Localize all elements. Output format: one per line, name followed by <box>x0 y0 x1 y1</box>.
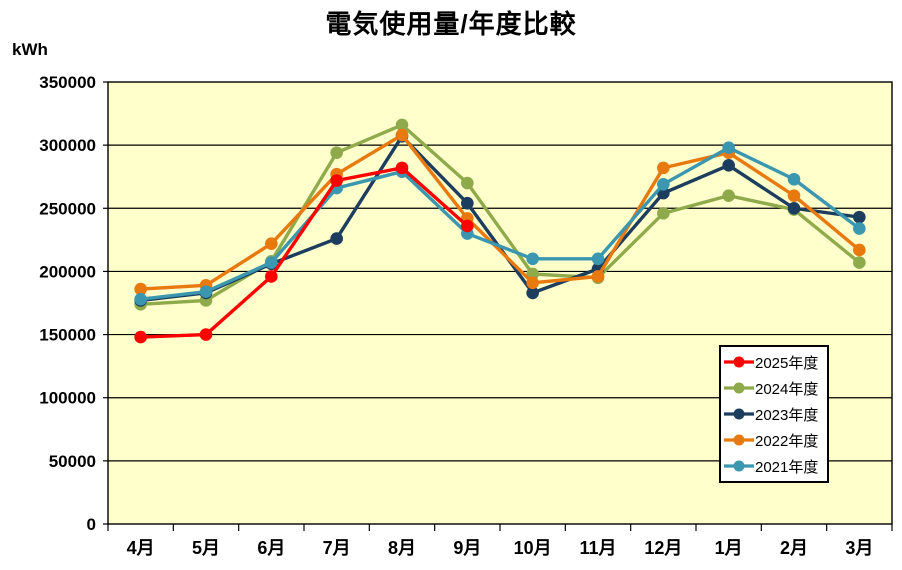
data-point <box>722 189 735 202</box>
data-point <box>265 256 278 269</box>
data-point <box>526 267 539 281</box>
data-point <box>134 292 147 306</box>
legend-item-2025年度: 2025年度 <box>724 352 824 373</box>
x-tick-label: 4月 <box>127 538 155 558</box>
data-point <box>134 282 147 296</box>
x-tick-label: 7月 <box>323 538 351 558</box>
data-point <box>657 161 670 175</box>
data-point <box>395 118 409 132</box>
legend-marker <box>724 356 754 368</box>
series-line-2025年度 <box>140 166 469 339</box>
legend-item-2021年度: 2021年度 <box>724 456 824 477</box>
data-point <box>526 286 539 300</box>
data-point <box>461 196 474 210</box>
x-tick-label: 5月 <box>192 538 220 558</box>
legend-marker <box>724 434 754 446</box>
data-point <box>787 189 801 202</box>
legend-marker <box>724 408 754 420</box>
data-point <box>330 232 343 245</box>
x-tick-label: 10月 <box>514 538 552 558</box>
legend-label: 2023年度 <box>755 406 819 424</box>
legend-item-2024年度: 2024年度 <box>724 378 824 399</box>
x-tick-label: 12月 <box>644 538 682 558</box>
x-tick-label: 8月 <box>388 538 416 558</box>
y-tick-label: 100000 <box>39 389 96 408</box>
data-point <box>330 174 343 187</box>
data-point <box>722 141 735 154</box>
x-tick-label: 9月 <box>453 538 481 558</box>
data-point <box>591 270 605 283</box>
data-point <box>265 237 278 250</box>
legend-label: 2025年度 <box>755 354 819 372</box>
y-tick-label: 150000 <box>39 326 96 345</box>
y-tick-label: 300000 <box>39 136 96 155</box>
y-tick-label: 250000 <box>39 199 96 218</box>
data-point <box>657 177 670 191</box>
y-tick-label: 350000 <box>39 73 96 92</box>
y-tick-label: 0 <box>87 515 96 534</box>
data-point <box>199 285 213 298</box>
legend-item-2023年度: 2023年度 <box>724 404 824 425</box>
data-point <box>657 207 670 220</box>
data-point <box>853 256 866 269</box>
data-point <box>591 252 605 266</box>
series-line-2022年度 <box>140 132 861 291</box>
y-axis-unit-label: kWh <box>12 40 48 59</box>
y-tick-label: 200000 <box>39 262 96 281</box>
legend-label: 2021年度 <box>755 458 819 476</box>
data-point <box>395 128 409 142</box>
series-line-2021年度 <box>140 145 861 301</box>
x-tick-label: 1月 <box>715 538 743 558</box>
data-point <box>461 176 474 190</box>
data-point <box>330 146 343 160</box>
data-point <box>395 161 409 175</box>
data-point <box>787 201 801 215</box>
data-point <box>526 276 539 290</box>
data-point <box>265 270 278 283</box>
data-point <box>526 252 539 266</box>
x-tick-label: 6月 <box>257 538 285 558</box>
x-tick-label: 11月 <box>579 538 616 558</box>
data-point <box>787 172 801 186</box>
data-point <box>134 330 147 344</box>
legend-marker <box>724 460 754 472</box>
y-tick-label: 50000 <box>49 452 96 471</box>
data-point <box>853 243 866 257</box>
data-point <box>199 328 213 341</box>
x-tick-label: 3月 <box>845 538 873 558</box>
chart-title: 電気使用量/年度比較 <box>325 9 577 39</box>
x-tick-label: 2月 <box>780 538 808 558</box>
legend-label: 2022年度 <box>755 432 819 450</box>
data-point <box>853 222 866 235</box>
data-point <box>853 210 866 224</box>
legend: 2025年度 2024年度 2023年度 2022年度 2021年度 <box>719 345 829 483</box>
legend-label: 2024年度 <box>755 380 819 398</box>
plot-border <box>107 81 893 525</box>
legend-item-2022年度: 2022年度 <box>724 430 824 451</box>
data-point <box>722 159 735 172</box>
legend-marker <box>724 382 754 394</box>
data-point <box>461 219 474 233</box>
